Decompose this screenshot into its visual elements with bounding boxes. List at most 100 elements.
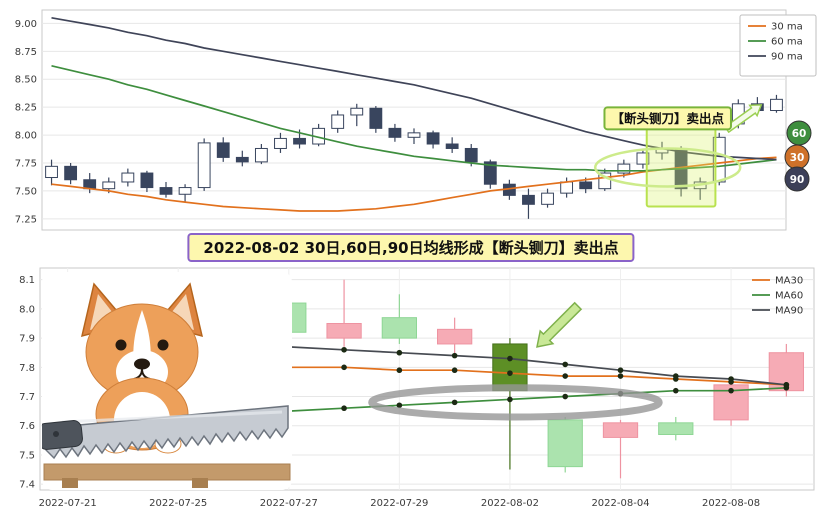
candle — [140, 172, 154, 189]
candle — [388, 127, 402, 138]
candle — [445, 143, 459, 149]
candle — [658, 422, 694, 436]
legend-label: MA60 — [775, 291, 803, 302]
x-tick-label: 2022-08-02 — [481, 498, 539, 509]
y-tick-label: 8.00 — [15, 131, 37, 142]
ma-marker — [562, 361, 569, 368]
ma-marker — [507, 370, 513, 376]
corgi-guillotine-image — [42, 272, 292, 490]
candle — [293, 137, 306, 145]
y-tick-label: 7.25 — [15, 214, 37, 225]
legend-label: 90 ma — [771, 52, 803, 63]
x-tick-label: 2022-07-27 — [260, 498, 318, 509]
ma-marker — [672, 373, 679, 379]
x-tick-label: 2022-08-08 — [702, 498, 760, 509]
candle — [45, 165, 58, 179]
ma-marker — [396, 349, 403, 356]
candle — [83, 179, 97, 190]
ma-marker — [341, 364, 347, 371]
ma-marker — [341, 405, 347, 412]
y-tick-label: 7.8 — [19, 363, 35, 374]
ma-badge: 90 — [784, 166, 810, 192]
corgi-guillotine-svg — [42, 272, 292, 490]
svg-text:60: 60 — [792, 128, 807, 140]
legend: MA30 MA60 MA90 — [752, 276, 803, 317]
highlight-ellipse — [593, 147, 742, 188]
candle — [492, 343, 528, 392]
ma-badge: 60 — [786, 120, 812, 146]
x-tick-label: 2022-07-21 — [39, 498, 97, 509]
candle — [216, 142, 230, 158]
annotations — [368, 301, 663, 421]
y-tick-label: 7.4 — [19, 480, 35, 491]
arrow-annotation — [536, 301, 583, 348]
candle — [522, 194, 535, 205]
ma-marker — [562, 393, 569, 400]
candle — [369, 107, 383, 129]
candle — [437, 328, 473, 345]
ma-marker — [341, 346, 347, 353]
x-tick-label: 2022-07-29 — [370, 498, 428, 509]
x-tick-label: 2022-07-25 — [149, 498, 207, 509]
ma-marker — [728, 387, 734, 394]
candle — [617, 163, 631, 174]
ma-line — [51, 16, 777, 161]
candle — [598, 172, 612, 190]
annotation-label-text: 【断头铡刀】卖出点 — [611, 111, 724, 126]
candle — [326, 323, 362, 339]
ma-marker — [396, 367, 403, 374]
ma-marker — [672, 387, 679, 394]
candle — [464, 147, 478, 163]
ma-marker — [396, 402, 403, 409]
ma-marker — [451, 352, 458, 359]
ma-marker — [617, 367, 624, 374]
candle — [636, 152, 650, 165]
annotation-label-box — [603, 106, 732, 131]
ma-marker — [507, 396, 513, 403]
candle — [64, 165, 78, 181]
annotations: 【断头铡刀】卖出点 — [593, 104, 763, 208]
ma-marker — [451, 399, 458, 406]
candle — [235, 156, 249, 163]
candle — [560, 181, 574, 194]
legend-label: MA90 — [775, 306, 803, 317]
candle — [178, 187, 192, 195]
legend-label: 60 ma — [771, 37, 803, 48]
ma-marker — [562, 373, 569, 379]
svg-text:90: 90 — [790, 174, 805, 186]
y-tick-label: 8.25 — [15, 103, 37, 114]
y-tick-label: 9.00 — [15, 19, 37, 30]
ma-marker — [617, 373, 624, 379]
y-tick-label: 7.6 — [19, 421, 35, 432]
y-tick-label: 7.9 — [19, 334, 35, 345]
candle — [547, 419, 583, 468]
ma-line — [51, 64, 777, 172]
y-tick-label: 8.0 — [19, 304, 35, 315]
svg-text:30: 30 — [790, 152, 805, 164]
candle — [541, 192, 554, 205]
candle — [602, 422, 639, 438]
ma-badge: 30 — [784, 144, 810, 170]
x-tick-label: 2022-08-04 — [591, 498, 649, 509]
y-tick-label: 7.7 — [19, 392, 35, 403]
ma-marker — [507, 355, 513, 362]
main-candlestick-chart: 9.00 8.75 8.50 8.25 8.00 7.75 7.50 7.25 【断头铡刀】卖出… — [15, 9, 817, 231]
y-tick-label: 8.50 — [15, 75, 37, 86]
candle — [770, 98, 783, 112]
saw-icon — [42, 405, 289, 460]
candle — [483, 161, 497, 185]
workbench-icon — [43, 463, 291, 488]
highlight-ellipse — [368, 384, 663, 421]
y-tick-label: 7.50 — [15, 186, 37, 197]
ma-marker — [783, 382, 790, 388]
event-banner: 2022-08-02 30日,60日,90日均线形成【断头铡刀】卖出点 — [187, 233, 635, 262]
candle — [381, 317, 417, 339]
candle — [426, 132, 440, 145]
legend: 30 ma 60 ma 90 ma — [739, 14, 817, 77]
ma-marker — [728, 376, 734, 382]
candle — [274, 137, 287, 149]
candle — [121, 172, 135, 183]
candle — [102, 181, 116, 190]
ma-marker — [451, 367, 458, 374]
candle — [579, 181, 593, 190]
